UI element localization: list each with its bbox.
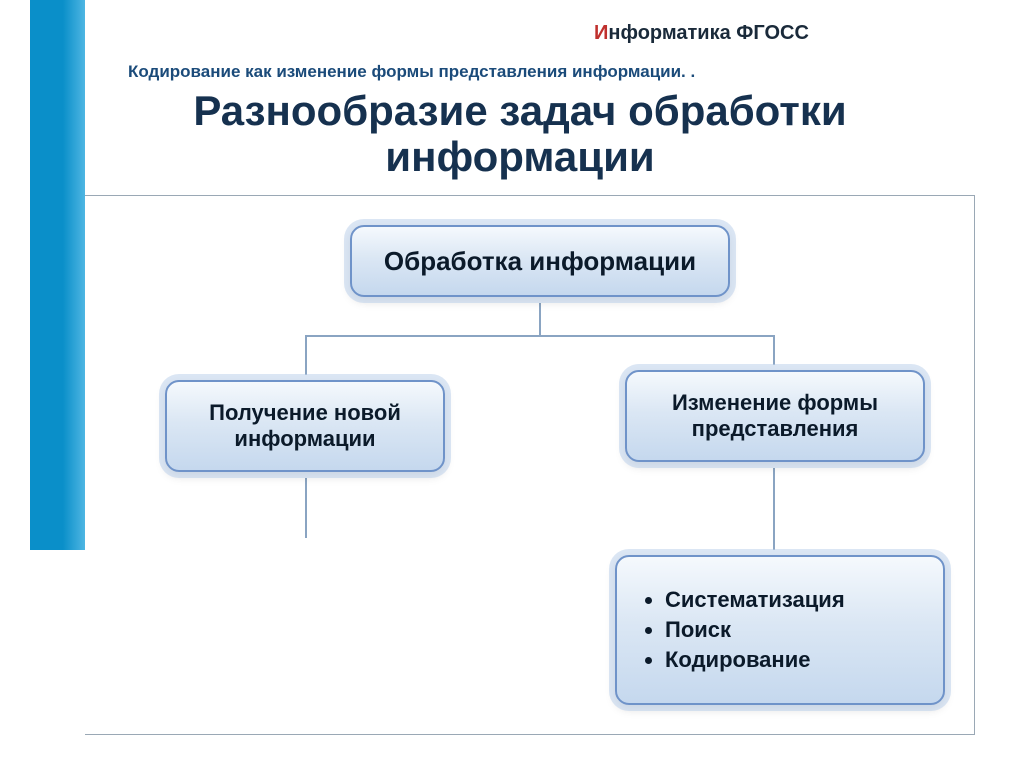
leaf-item: Кодирование: [665, 647, 923, 673]
leaf-item: Систематизация: [665, 587, 923, 613]
header-label: Информатика ФГОСС: [594, 22, 809, 45]
header-rest: нформатика ФГОСС: [608, 22, 809, 44]
edge: [773, 468, 775, 550]
diagram-canvas: Обработка информации Получение новой инф…: [85, 195, 975, 735]
edge: [539, 303, 541, 335]
node-right-label: Изменение формы представления: [647, 390, 903, 442]
edge: [305, 335, 775, 337]
left-accent-bar: [30, 0, 85, 550]
leaf-item: Поиск: [665, 617, 923, 643]
edge: [305, 335, 307, 375]
node-right: Изменение формы представления: [625, 370, 925, 462]
leaf-list: Систематизация Поиск Кодирование: [637, 583, 923, 677]
slide-subtitle: Кодирование как изменение формы представ…: [128, 62, 695, 82]
slide-title: Разнообразие задач обработки информации: [130, 88, 910, 180]
node-leaf: Систематизация Поиск Кодирование: [615, 555, 945, 705]
node-root-label: Обработка информации: [384, 246, 696, 277]
node-left: Получение новой информации: [165, 380, 445, 472]
header-first-letter: И: [594, 22, 608, 44]
edge: [305, 478, 307, 538]
node-left-label: Получение новой информации: [187, 400, 423, 452]
edge: [773, 335, 775, 365]
node-root: Обработка информации: [350, 225, 730, 297]
